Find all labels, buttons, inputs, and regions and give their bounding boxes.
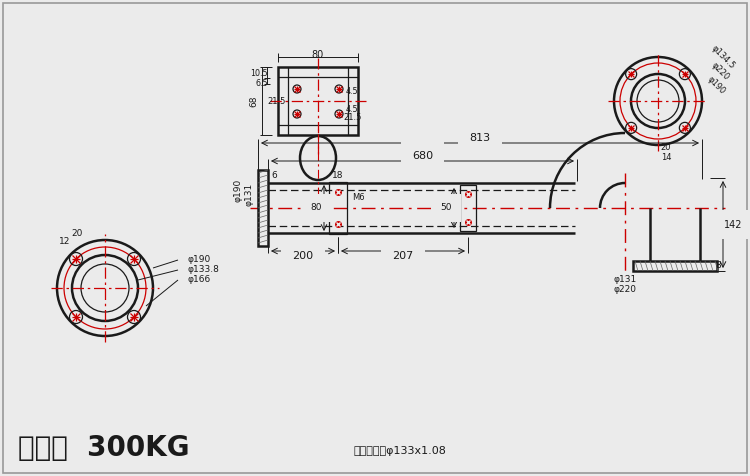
- Text: φ220: φ220: [614, 285, 637, 294]
- Text: φ190: φ190: [188, 256, 211, 265]
- Text: φ166: φ166: [188, 276, 211, 285]
- Text: φ131: φ131: [614, 276, 637, 285]
- Text: 10.5: 10.5: [251, 69, 268, 78]
- Text: 4.5: 4.5: [346, 87, 358, 96]
- Text: 142: 142: [724, 219, 742, 229]
- Text: 20: 20: [71, 229, 82, 238]
- Text: 14: 14: [661, 152, 671, 161]
- Text: 21.5: 21.5: [268, 97, 286, 106]
- Text: 50: 50: [440, 204, 452, 212]
- Text: φ220: φ220: [710, 60, 731, 82]
- Text: 12: 12: [59, 238, 70, 247]
- Bar: [278, 67, 358, 135]
- Bar: [329, 182, 347, 234]
- Text: 68: 68: [250, 95, 259, 107]
- Text: 20: 20: [661, 142, 671, 151]
- Text: φ133.8: φ133.8: [188, 266, 220, 275]
- Text: 200: 200: [292, 251, 314, 261]
- Text: φ134.5: φ134.5: [710, 43, 737, 70]
- Text: 6.5: 6.5: [255, 79, 268, 88]
- Text: 6: 6: [271, 170, 277, 179]
- Text: 80: 80: [310, 204, 322, 212]
- Text: φ190: φ190: [233, 178, 242, 202]
- Text: φ190: φ190: [706, 74, 728, 96]
- Text: 680: 680: [412, 151, 433, 161]
- Text: M6: M6: [352, 194, 364, 202]
- Text: 80: 80: [312, 50, 324, 60]
- Text: 机型：  300KG: 机型： 300KG: [18, 434, 190, 462]
- Bar: [258, 170, 268, 246]
- Bar: [633, 261, 717, 271]
- Text: 813: 813: [470, 133, 490, 143]
- Text: 8: 8: [716, 261, 721, 270]
- Text: 21.5: 21.5: [344, 113, 362, 122]
- Text: 18: 18: [332, 171, 344, 180]
- Text: 不锈管規格φ133x1.08: 不锈管規格φ133x1.08: [353, 446, 446, 456]
- Text: 207: 207: [392, 251, 414, 261]
- Text: φ131: φ131: [244, 182, 254, 206]
- Text: 4.5: 4.5: [346, 105, 358, 113]
- Bar: [460, 185, 476, 231]
